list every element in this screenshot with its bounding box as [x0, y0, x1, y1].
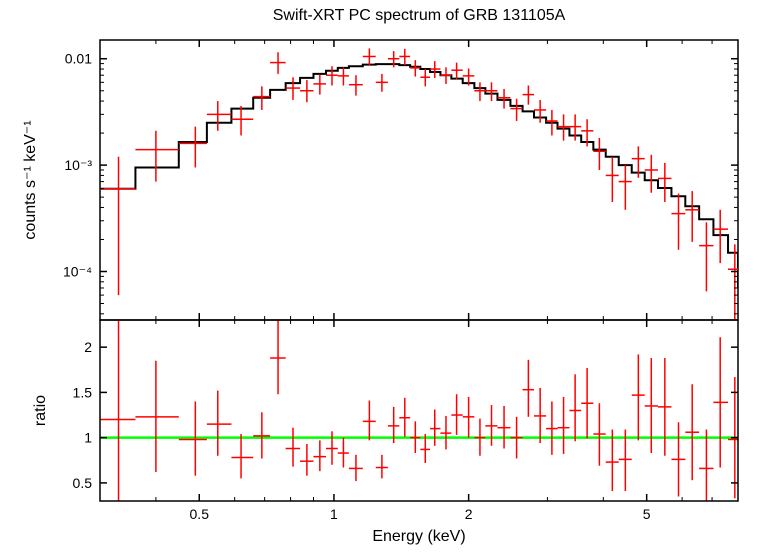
- top-panel-data: [100, 48, 738, 320]
- spectrum-chart: Swift-XRT PC spectrum of GRB 131105A 10⁻⁴…: [0, 0, 758, 556]
- bottom-panel-data: [100, 315, 738, 519]
- svg-text:0.01: 0.01: [65, 51, 92, 67]
- model-step-line: [100, 64, 738, 288]
- svg-text:10⁻³: 10⁻³: [64, 157, 92, 173]
- svg-text:10⁻⁴: 10⁻⁴: [63, 263, 92, 279]
- svg-text:1: 1: [84, 430, 92, 446]
- svg-text:5: 5: [643, 506, 651, 522]
- y-axis-label-top: counts s⁻¹ keV⁻¹: [22, 120, 39, 239]
- svg-text:1: 1: [330, 506, 338, 522]
- chart-title: Swift-XRT PC spectrum of GRB 131105A: [273, 7, 566, 24]
- y-axis-label-bottom: ratio: [32, 395, 49, 426]
- svg-text:2: 2: [465, 506, 473, 522]
- svg-text:1.5: 1.5: [73, 384, 93, 400]
- svg-text:0.5: 0.5: [73, 475, 93, 491]
- svg-text:0.5: 0.5: [190, 506, 210, 522]
- x-axis-label: Energy (keV): [372, 528, 465, 545]
- svg-text:2: 2: [84, 339, 92, 355]
- top-panel-frame: [100, 40, 738, 320]
